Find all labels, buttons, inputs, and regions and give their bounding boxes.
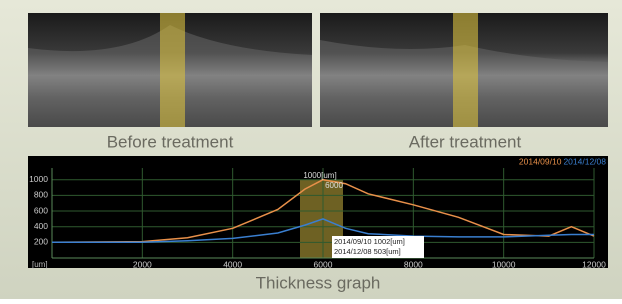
x-tick-label: 10000 [492, 259, 516, 269]
image-label: After treatment [409, 132, 522, 151]
x-unit: [um] [32, 260, 48, 269]
y-tick-label: 600 [34, 205, 48, 215]
x-tick-label: 8000 [404, 259, 423, 269]
x-tick-label: 12000 [582, 259, 606, 269]
page: Before treatment After treatment 1000[um… [0, 0, 622, 299]
y-tick-label: 200 [34, 237, 48, 247]
y-tick-label: 800 [34, 190, 48, 200]
annotation: 1000[um] [303, 171, 336, 180]
image-label: Before treatment [107, 132, 234, 151]
x-tick-label: 4000 [223, 259, 242, 269]
annotation: 2014/09/10 1002[um] [334, 237, 405, 246]
legend-entry: 2014/12/08 [563, 156, 606, 166]
screenshot: Before treatment After treatment 1000[um… [0, 0, 622, 299]
annotation: 2014/12/08 503[um] [334, 247, 401, 256]
highlight-band [453, 13, 478, 127]
y-tick-label: 400 [34, 221, 48, 231]
x-tick-label: 6000 [314, 259, 333, 269]
highlight-band [160, 13, 185, 127]
annotation: 6000 [325, 181, 343, 190]
legend-entry: 2014/09/10 [519, 156, 562, 166]
x-tick-label: 2000 [133, 259, 152, 269]
chart-title: Thickness graph [256, 273, 381, 292]
y-tick-label: 1000 [29, 174, 48, 184]
